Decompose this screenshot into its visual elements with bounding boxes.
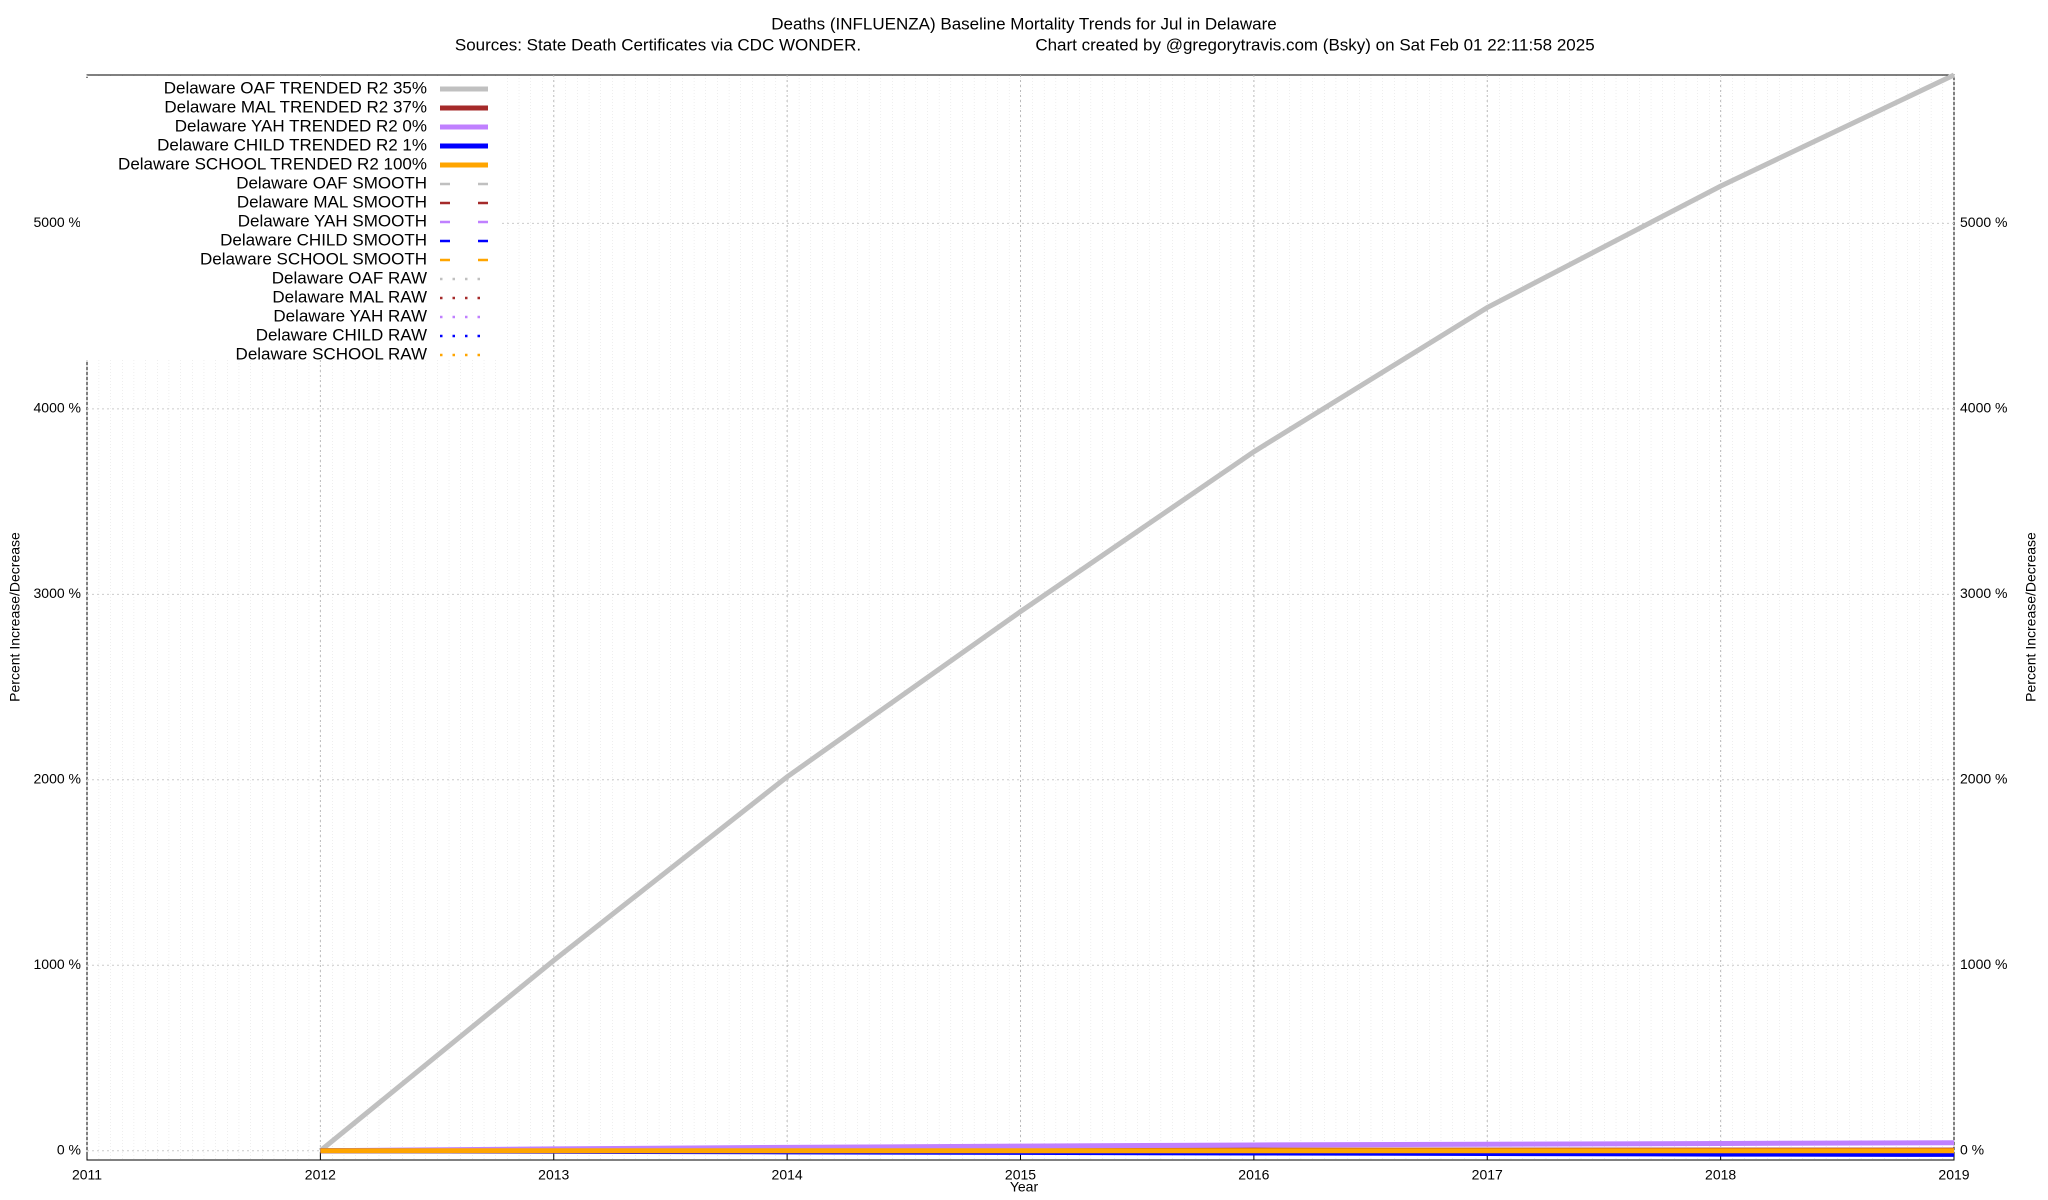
x-tick-label: 2018 bbox=[1705, 1167, 1736, 1183]
legend-label: Delaware OAF RAW bbox=[272, 268, 427, 287]
chart-subtitle: Sources: State Death Certificates via CD… bbox=[455, 35, 861, 54]
legend-label: Delaware SCHOOL SMOOTH bbox=[200, 249, 427, 268]
y2-tick-label: 3000 % bbox=[1960, 585, 2007, 601]
x-tick-label: 2019 bbox=[1938, 1167, 1969, 1183]
legend-label: Delaware MAL TRENDED R2 37% bbox=[164, 97, 427, 116]
y-tick-label: 0 % bbox=[57, 1141, 81, 1157]
legend-label: Delaware MAL RAW bbox=[272, 287, 427, 306]
legend-label: Delaware YAH SMOOTH bbox=[238, 211, 427, 230]
y2-axis-label: Percent Increase/Decrease bbox=[2023, 532, 2039, 702]
y-tick-label: 5000 % bbox=[34, 214, 81, 230]
legend-label: Delaware SCHOOL TRENDED R2 100% bbox=[118, 154, 427, 173]
y2-tick-label: 1000 % bbox=[1960, 956, 2007, 972]
y-axis-label: Percent Increase/Decrease bbox=[7, 532, 23, 702]
y2-tick-label: 2000 % bbox=[1960, 770, 2007, 786]
x-tick-label: 2011 bbox=[72, 1167, 102, 1183]
legend-label: Delaware OAF SMOOTH bbox=[236, 173, 427, 192]
legend-label: Delaware OAF TRENDED R2 35% bbox=[164, 78, 427, 97]
y2-tick-label: 5000 % bbox=[1960, 214, 2007, 230]
y2-tick-label: 4000 % bbox=[1960, 400, 2007, 416]
x-axis-label: Year bbox=[1010, 1179, 1039, 1195]
legend-label: Delaware SCHOOL RAW bbox=[236, 344, 427, 363]
x-tick-label: 2013 bbox=[538, 1167, 569, 1183]
legend-label: Delaware CHILD RAW bbox=[256, 325, 427, 344]
x-tick-label: 2015 bbox=[1005, 1167, 1036, 1183]
y2-tick-label: 0 % bbox=[1960, 1141, 1984, 1157]
x-tick-label: 2016 bbox=[1238, 1167, 1269, 1183]
legend-label: Delaware CHILD TRENDED R2 1% bbox=[157, 135, 427, 154]
legend-label: Delaware CHILD SMOOTH bbox=[220, 230, 427, 249]
legend: Delaware OAF TRENDED R2 35%Delaware MAL … bbox=[80, 78, 500, 363]
y-tick-label: 4000 % bbox=[34, 400, 81, 416]
legend-box bbox=[80, 78, 500, 360]
x-tick-label: 2017 bbox=[1472, 1167, 1503, 1183]
series-line bbox=[318, 72, 1956, 1153]
x-tick-label: 2014 bbox=[772, 1167, 803, 1183]
y-tick-label: 1000 % bbox=[34, 956, 81, 972]
chart-title: Deaths (INFLUENZA) Baseline Mortality Tr… bbox=[771, 14, 1276, 33]
x-tick-label: 2012 bbox=[305, 1167, 336, 1183]
legend-label: Delaware YAH TRENDED R2 0% bbox=[175, 116, 427, 135]
legend-label: Delaware MAL SMOOTH bbox=[237, 192, 427, 211]
y-tick-label: 3000 % bbox=[34, 585, 81, 601]
chart-credit: Chart created by @gregorytravis.com (Bsk… bbox=[1035, 35, 1594, 54]
legend-label: Delaware YAH RAW bbox=[273, 306, 427, 325]
y-tick-label: 2000 % bbox=[34, 770, 81, 786]
